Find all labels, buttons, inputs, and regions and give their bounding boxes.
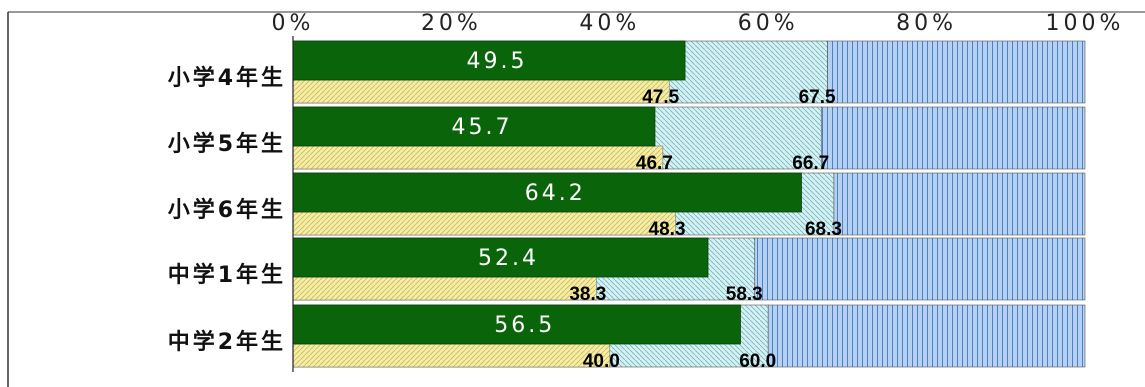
category-label: 中学2年生 <box>168 329 286 355</box>
bar-segment-lower <box>292 211 676 236</box>
x-tick-label: 100% <box>1046 11 1125 36</box>
bar-segment-remainder <box>767 304 1086 368</box>
data-labels: 49.5 47.5 67.5 45.7 46.7 66.7 64.2 48.3 68.3 52.4… <box>451 49 841 372</box>
bar-segment-remainder <box>754 237 1086 301</box>
bar-segment-lower <box>292 79 670 104</box>
bar-segment-upper <box>292 172 802 213</box>
bar-segment-upper <box>292 237 709 278</box>
boundary-value-label: 68.3 <box>805 219 842 240</box>
lower-value-label: 40.0 <box>583 351 620 372</box>
x-tick-label: 40% <box>579 11 640 36</box>
x-tick-label: 80% <box>896 11 957 36</box>
boundary-value-label: 66.7 <box>792 153 829 174</box>
upper-value-label: 56.5 <box>494 313 555 338</box>
bar-segment-lower <box>292 276 597 301</box>
boundary-value-label: 60.0 <box>739 351 776 372</box>
category-label: 小学5年生 <box>168 131 286 157</box>
bar-segment-remainder <box>833 172 1086 236</box>
upper-value-label: 45.7 <box>451 115 512 140</box>
x-tick-label: 20% <box>421 11 482 36</box>
boundary-value-label: 67.5 <box>799 87 836 108</box>
category-label: 中学1年生 <box>168 262 286 288</box>
lower-value-label: 46.7 <box>636 153 673 174</box>
x-tick-label: 60% <box>738 11 799 36</box>
bar-segment-remainder <box>827 40 1086 104</box>
bar-segment-lower <box>292 343 611 368</box>
bar-segment-lower <box>292 145 664 170</box>
lower-value-label: 38.3 <box>569 284 606 305</box>
lower-value-label: 48.3 <box>649 219 686 240</box>
upper-value-label: 52.4 <box>478 246 539 271</box>
upper-value-label: 64.2 <box>525 181 586 206</box>
bar-area <box>292 36 1086 372</box>
bar-segment-upper <box>292 40 686 81</box>
bar-segment-remainder <box>820 106 1086 170</box>
category-label: 小学4年生 <box>168 65 286 91</box>
category-label: 小学6年生 <box>168 197 286 223</box>
lower-value-label: 47.5 <box>642 87 679 108</box>
x-tick-label: 0% <box>272 11 315 36</box>
x-axis-ticks: 0% 20% 40% 60% 80% 100% <box>272 11 1125 36</box>
upper-value-label: 49.5 <box>467 49 528 74</box>
bar-segment-upper <box>292 304 741 345</box>
boundary-value-label: 58.3 <box>726 284 763 305</box>
